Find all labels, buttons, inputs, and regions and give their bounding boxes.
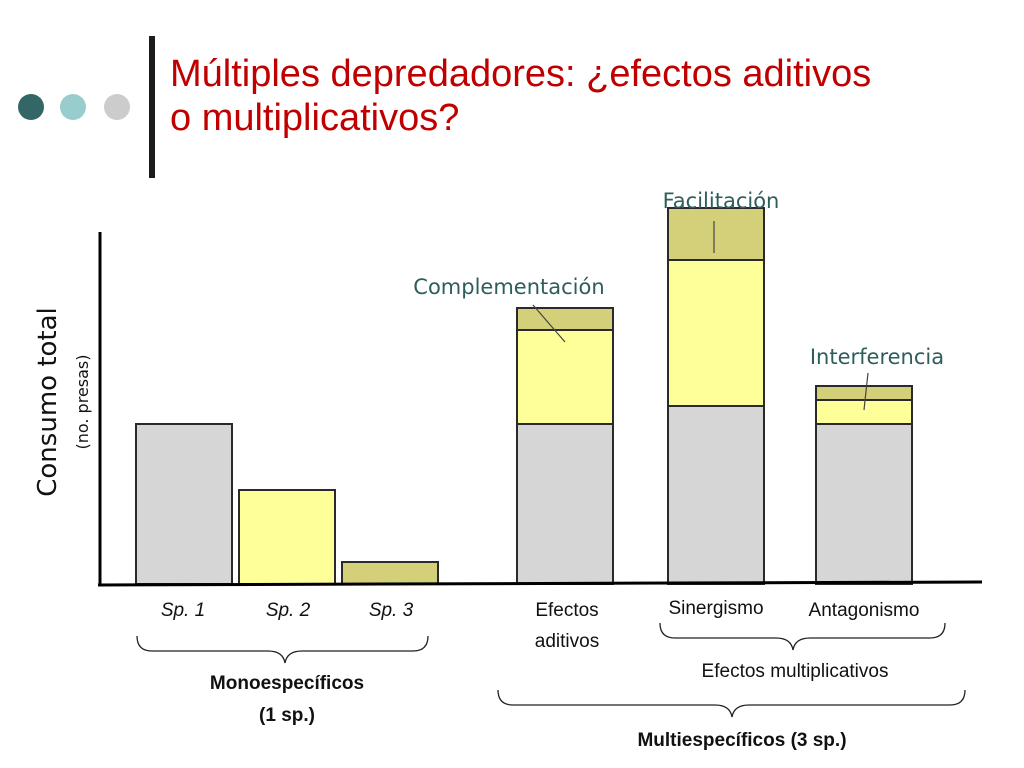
bar-6-base-segment	[815, 423, 913, 585]
group-label-mono-count: (1 sp.)	[259, 705, 315, 726]
slide-title-line1: Múltiples depredadores: ¿efectos aditivo…	[170, 53, 872, 95]
category-label-sinergismo: Sinergismo	[668, 598, 763, 619]
bar-3-top-segment	[341, 561, 439, 585]
annotation-facilitacion: Facilitación	[663, 189, 780, 213]
annotation-complementacion: Complementación	[413, 275, 604, 299]
bar-5-top-segment	[667, 207, 765, 261]
x-axis	[97, 580, 983, 587]
brace-mono	[136, 635, 429, 664]
annotation-interferencia: Interferencia	[810, 345, 944, 369]
bar-4-base-segment	[516, 423, 614, 585]
bars-layer	[135, 207, 913, 585]
bar-4-additional-segment	[516, 329, 614, 425]
category-label-sp2: Sp. 2	[266, 600, 311, 621]
brace-multiplicative	[659, 622, 946, 651]
bar-2-additional-segment	[238, 489, 336, 585]
category-label-sp3: Sp. 3	[369, 600, 414, 621]
bar-4-top-segment	[516, 307, 614, 331]
annotation-complementacion-leader	[532, 304, 566, 343]
slide-title-line2: o multiplicativos?	[170, 97, 460, 139]
y-axis-sublabel: (no. presas)	[73, 354, 92, 449]
group-label-multi: Multiespecíficos (3 sp.)	[637, 730, 846, 751]
y-axis-label: Consumo total	[33, 307, 63, 497]
slide-title: Múltiples depredadores: ¿efectos aditivo…	[170, 52, 871, 140]
category-label-efectos: Efectos	[535, 600, 598, 621]
brace-multi	[497, 689, 966, 718]
annotation-interferencia-leader	[863, 372, 869, 411]
bar-6-additional-segment	[815, 399, 913, 425]
decor-dot-dark	[18, 94, 44, 120]
group-label-multiplicative: Efectos multiplicativos	[702, 661, 889, 682]
bar-1-base-segment	[135, 423, 233, 585]
title-accent-bar	[149, 36, 155, 178]
decor-dot-teal	[60, 94, 86, 120]
bar-5-base-segment	[667, 405, 765, 585]
group-label-mono: Monoespecíficos	[210, 673, 364, 694]
category-label-aditivos: aditivos	[535, 631, 599, 652]
category-label-sp1: Sp. 1	[161, 600, 205, 621]
bar-5-additional-segment	[667, 259, 765, 407]
decor-dot-gray	[104, 94, 130, 120]
category-label-antagonismo: Antagonismo	[809, 600, 920, 621]
bar-6-top-segment	[815, 385, 913, 401]
